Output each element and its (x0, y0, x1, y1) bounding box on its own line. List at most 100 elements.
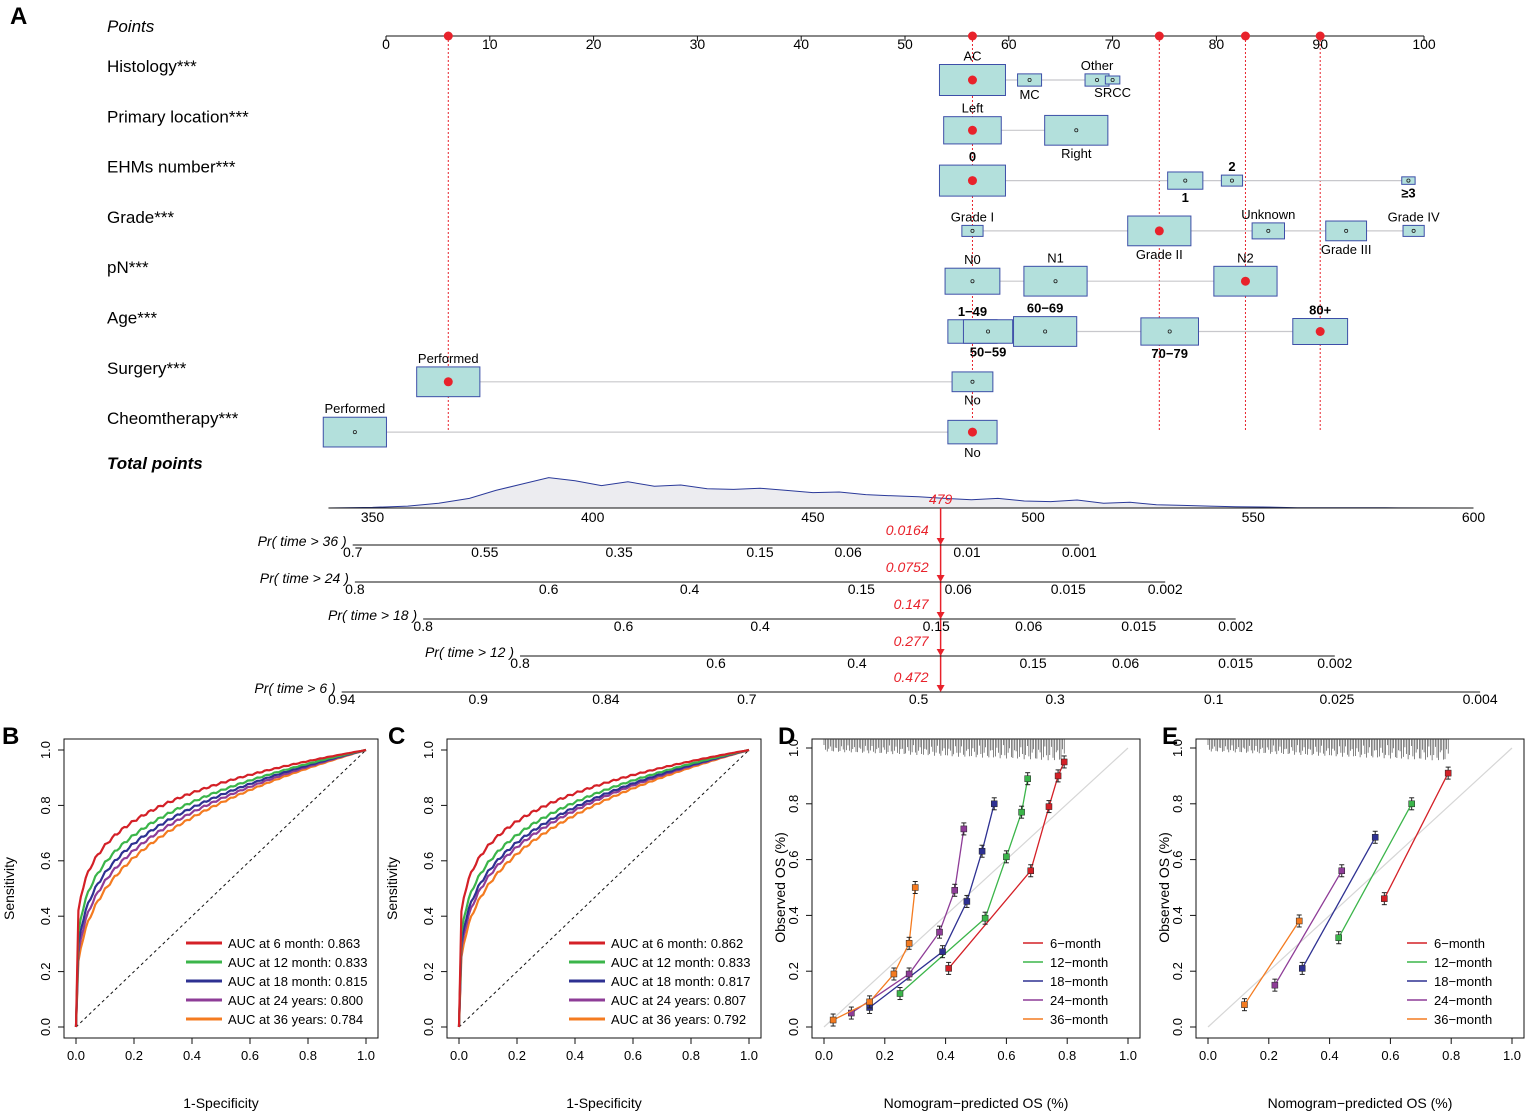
level-box (1167, 171, 1204, 190)
total-points-tick-label: 500 (1021, 509, 1045, 525)
calibration-line (851, 828, 965, 1014)
level-center-dot (1406, 178, 1411, 183)
plot-frame (446, 738, 762, 1039)
probability-tick-label: 0.06 (835, 544, 862, 560)
x-axis-label: 1-Specificity (566, 1095, 641, 1111)
calibration-point (1054, 772, 1062, 780)
points-axis-tick-label: 70 (1105, 36, 1121, 52)
y-axis-label: Sensitivity (1, 857, 17, 920)
total-points-tick-label: 350 (361, 509, 385, 525)
level-selected-marker (967, 427, 977, 437)
total-points-tick-label: 550 (1242, 509, 1266, 525)
level-center-dot (970, 228, 975, 233)
ideal-diagonal (1207, 747, 1513, 1028)
calibration-point (829, 1016, 837, 1024)
legend-label: 24−month (1050, 993, 1108, 1008)
probability-arrow (936, 538, 945, 545)
variable-label: Cheomtherapy*** (107, 409, 239, 428)
probability-tick-label: 0.06 (945, 581, 972, 597)
calibration-point (905, 940, 913, 947)
calibration-line (1243, 920, 1300, 1006)
probability-arrow (936, 612, 945, 619)
points-axis-tick-label: 30 (690, 36, 706, 52)
level-center-dot (1229, 178, 1234, 183)
panel-label-b: B (2, 723, 19, 750)
calibration-line (832, 887, 916, 1021)
total-points-density-line (328, 477, 1465, 509)
calibration-panel-e: 0.0 0.0 0.2 0.2 0.4 0.4 0.6 0.6 0.8 0.8 1.0 1.0 Nomo… (1156, 738, 1525, 1111)
calibration-line (948, 761, 1065, 969)
probability-tick-label: 0.4 (680, 581, 700, 597)
variable-label: Surgery*** (107, 359, 187, 378)
x-tick-label: 0.2 (1260, 1048, 1278, 1063)
level-box (1013, 316, 1078, 347)
level-label: 80+ (1309, 303, 1331, 318)
points-axis-marker (967, 31, 977, 41)
probability-tick-label: 0.84 (592, 691, 619, 707)
points-axis-tick-label: 60 (1001, 36, 1017, 52)
y-tick-label: 0.4 (421, 907, 436, 925)
calibration-point (1241, 1001, 1248, 1008)
level-label: Grade II (1136, 247, 1183, 262)
level-label: MC (1019, 87, 1039, 102)
total-points-label: Total points (107, 454, 203, 473)
level-label: N2 (1237, 250, 1254, 265)
probability-arrow (936, 575, 945, 582)
points-axis-tick-label: 80 (1209, 36, 1225, 52)
points-axis-marker (1240, 31, 1250, 41)
level-selected-marker (967, 125, 977, 135)
level-center-dot (1411, 228, 1416, 233)
x-tick-label: 0.2 (876, 1048, 894, 1063)
y-tick-label: 0.8 (786, 795, 801, 813)
probability-tick-label: 0.8 (510, 655, 530, 671)
level-label: Grade I (951, 209, 994, 224)
y-tick-label: 0.8 (38, 796, 53, 814)
calibration-line (1301, 836, 1376, 969)
ideal-diagonal (823, 747, 1129, 1028)
roc-panel-b: 0.0 0.0 0.2 0.2 0.4 0.4 0.6 0.6 0.8 0.8 1.0 1.0 1-Sp… (1, 738, 379, 1111)
calibration-point (936, 928, 943, 936)
y-tick-label: 0.8 (1170, 795, 1185, 813)
probability-tick-label: 0.025 (1319, 691, 1354, 707)
calibration-point (1444, 769, 1452, 777)
probability-value-label: 0.0164 (886, 522, 929, 538)
calibration-line (1383, 772, 1449, 899)
x-tick-label: 0.6 (624, 1048, 642, 1063)
calibration-point (960, 825, 968, 833)
y-tick-label: 0.0 (38, 1018, 53, 1036)
probability-axis-label: Pr( time > 36 ) (258, 533, 347, 549)
probability-tick-label: 0.002 (1317, 655, 1352, 671)
panel-label-e: E (1162, 723, 1178, 750)
level-selected-marker (1315, 327, 1325, 336)
probability-tick-label: 0.7 (343, 544, 363, 560)
y-axis-label: Sensitivity (384, 857, 400, 920)
calibration-point (990, 800, 998, 808)
calibration-point (890, 970, 898, 978)
calibration-point (1381, 895, 1388, 902)
level-box (1140, 317, 1199, 346)
calibration-point (905, 970, 913, 978)
probability-value-label: 0.147 (894, 596, 930, 612)
x-tick-label: 0.4 (937, 1048, 955, 1063)
calibration-point (1295, 917, 1303, 925)
level-label: No (964, 393, 981, 408)
probability-arrow (936, 685, 945, 692)
level-selected-marker (1154, 226, 1164, 236)
probability-tick-label: 0.15 (923, 618, 950, 634)
variable-label: Histology*** (107, 57, 197, 76)
level-selected-marker (967, 75, 977, 85)
probability-tick-label: 0.8 (413, 618, 433, 634)
roc-curve (457, 748, 750, 1028)
level-center-dot (970, 279, 975, 284)
chance-diagonal (75, 749, 367, 1028)
calibration-point (978, 847, 986, 855)
y-tick-label: 0.2 (1170, 962, 1185, 980)
legend-label: AUC at 18 month: 0.815 (228, 974, 367, 989)
probability-tick-label: 0.01 (953, 544, 980, 560)
level-center-dot (970, 379, 975, 384)
panel-label-c: C (388, 723, 405, 750)
calibration-point (866, 998, 873, 1006)
x-tick-label: 0.4 (1321, 1048, 1339, 1063)
level-box (1023, 265, 1088, 297)
x-axis-label: 1-Specificity (183, 1095, 258, 1111)
